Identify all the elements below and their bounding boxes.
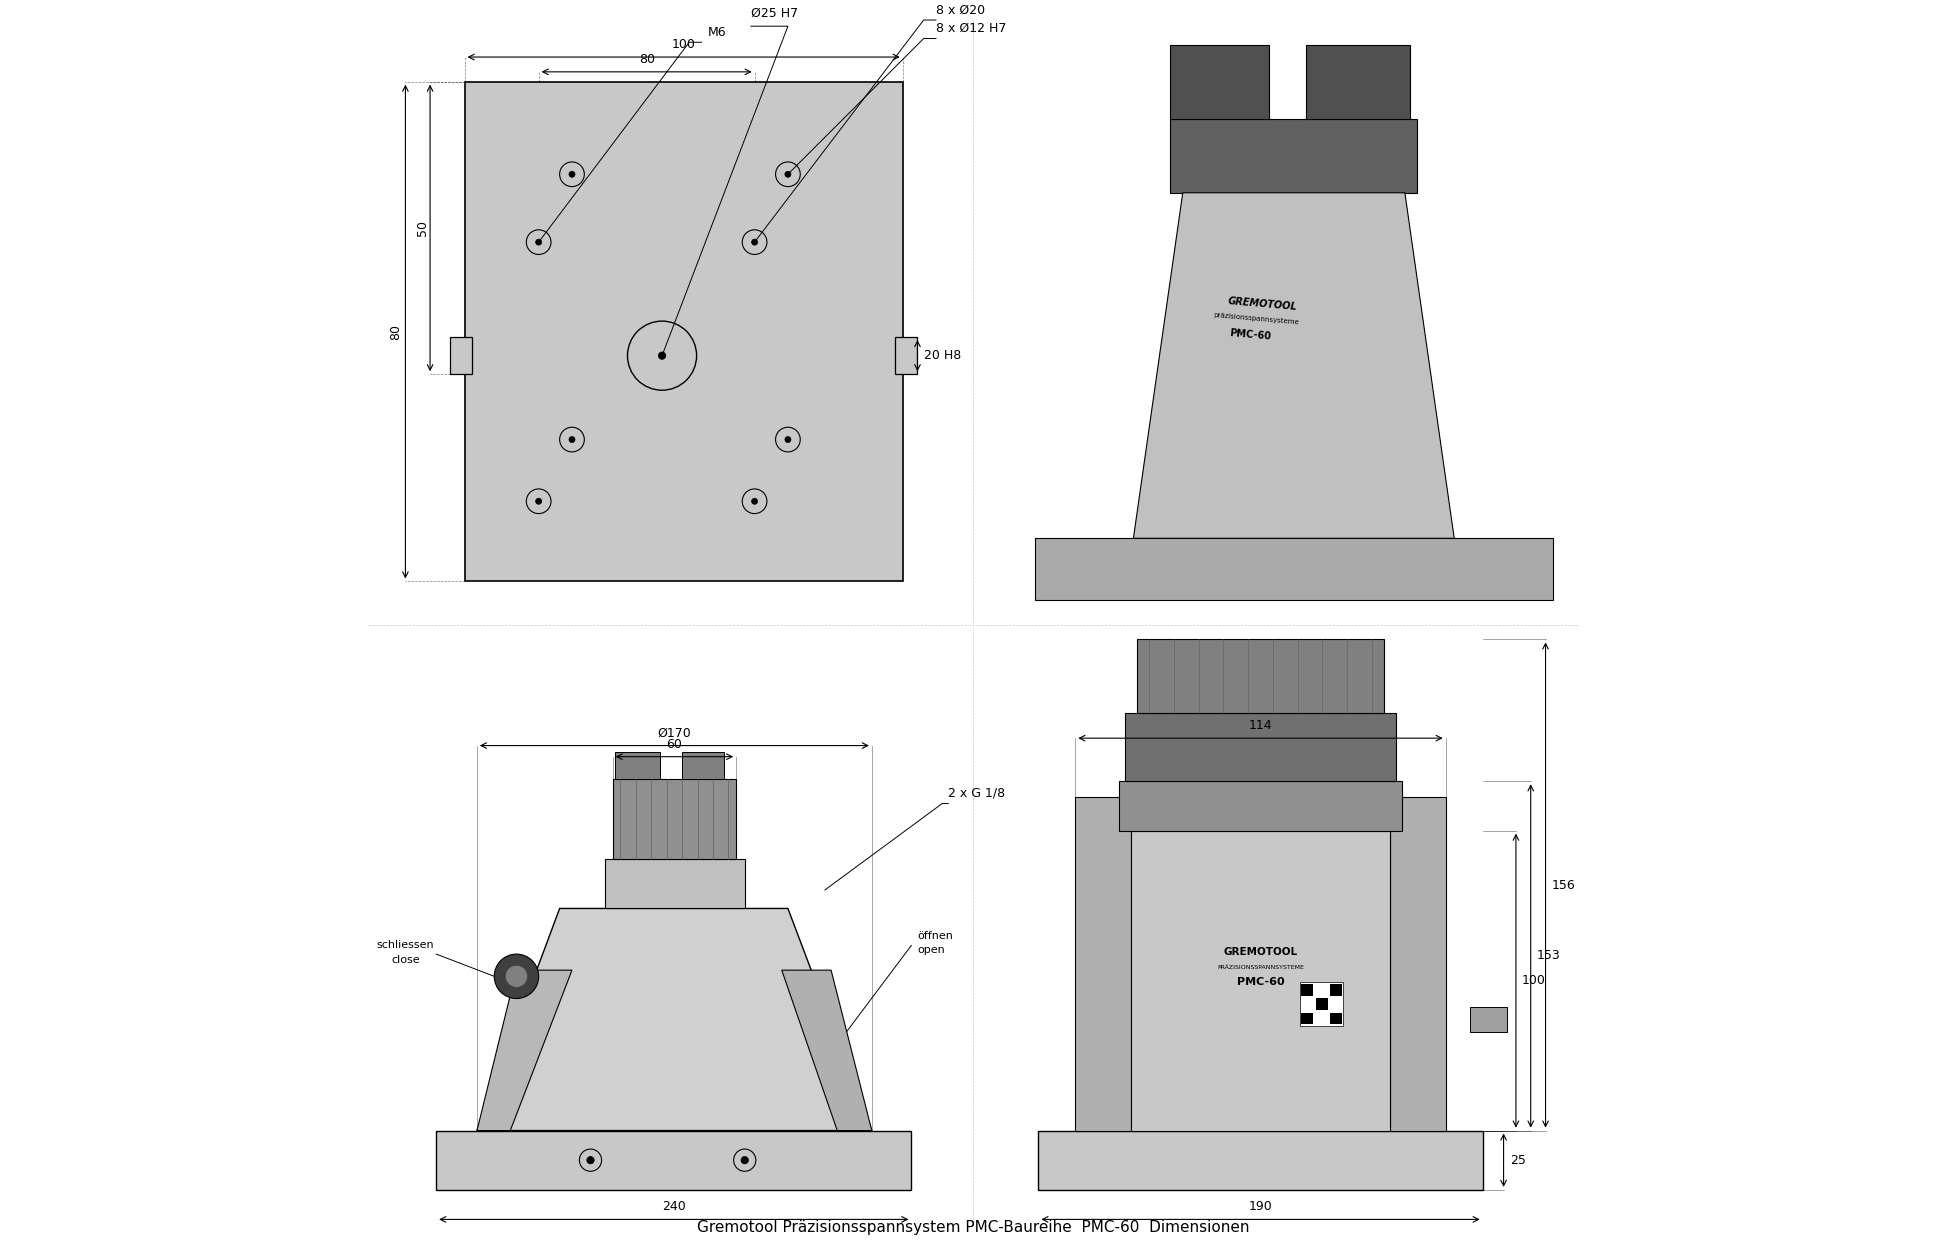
Text: open: open bbox=[917, 946, 946, 956]
Text: 100: 100 bbox=[1522, 975, 1545, 987]
Circle shape bbox=[751, 239, 757, 245]
Bar bbox=[1329, 1013, 1343, 1024]
Circle shape bbox=[494, 955, 539, 998]
Bar bbox=[681, 752, 724, 779]
Text: 190: 190 bbox=[1249, 1201, 1273, 1213]
Bar bbox=[1471, 1007, 1508, 1032]
Bar bbox=[1076, 798, 1131, 1131]
Text: 114: 114 bbox=[1249, 718, 1273, 732]
Bar bbox=[1136, 639, 1384, 713]
Bar bbox=[465, 82, 903, 582]
Circle shape bbox=[535, 498, 541, 505]
Text: GREMOTOOL: GREMOTOOL bbox=[1224, 947, 1298, 957]
Text: PMC-60: PMC-60 bbox=[1230, 328, 1273, 342]
Polygon shape bbox=[782, 970, 872, 1131]
Polygon shape bbox=[1133, 193, 1454, 538]
Bar bbox=[605, 859, 745, 909]
Text: 80: 80 bbox=[389, 323, 403, 339]
Bar bbox=[1302, 983, 1314, 996]
Bar bbox=[1306, 45, 1409, 119]
Text: 50: 50 bbox=[416, 220, 430, 236]
Text: 240: 240 bbox=[662, 1201, 685, 1213]
Circle shape bbox=[784, 436, 790, 443]
Circle shape bbox=[784, 172, 790, 178]
Circle shape bbox=[588, 1156, 594, 1163]
Text: 8 x Ø20: 8 x Ø20 bbox=[936, 4, 985, 16]
Bar bbox=[1125, 713, 1395, 782]
Bar bbox=[613, 779, 736, 859]
Bar bbox=[1170, 119, 1417, 193]
Circle shape bbox=[658, 352, 666, 359]
Bar bbox=[1300, 982, 1343, 1025]
Text: 153: 153 bbox=[1537, 950, 1561, 962]
Text: GREMOTOOL: GREMOTOOL bbox=[1228, 296, 1298, 312]
Bar bbox=[1315, 998, 1327, 1011]
Text: 80: 80 bbox=[638, 52, 654, 66]
Text: Gremotool Präzisionsspannsystem PMC-Baureihe  PMC-60  Dimensionen: Gremotool Präzisionsspannsystem PMC-Baur… bbox=[697, 1221, 1249, 1236]
Text: 60: 60 bbox=[666, 737, 683, 751]
Bar bbox=[1035, 538, 1553, 600]
Bar bbox=[895, 337, 917, 374]
Text: 25: 25 bbox=[1510, 1154, 1526, 1167]
Bar bbox=[1389, 798, 1446, 1131]
Text: 156: 156 bbox=[1551, 879, 1576, 891]
Polygon shape bbox=[477, 909, 872, 1131]
Text: M6: M6 bbox=[708, 26, 726, 39]
Circle shape bbox=[751, 498, 757, 505]
Circle shape bbox=[506, 966, 527, 987]
Bar bbox=[1302, 1013, 1314, 1024]
Text: close: close bbox=[391, 956, 420, 966]
Circle shape bbox=[568, 436, 574, 443]
Text: öffnen: öffnen bbox=[917, 931, 954, 941]
Text: 8 x Ø12 H7: 8 x Ø12 H7 bbox=[936, 22, 1006, 35]
Bar bbox=[1170, 45, 1269, 119]
Text: PRÄZISIONSSPANNSYSTEME: PRÄZISIONSSPANNSYSTEME bbox=[1216, 965, 1304, 971]
Bar bbox=[1329, 983, 1343, 996]
Circle shape bbox=[741, 1156, 749, 1163]
Text: Ø170: Ø170 bbox=[658, 726, 691, 740]
Bar bbox=[1119, 782, 1403, 830]
Circle shape bbox=[568, 172, 574, 178]
Bar bbox=[436, 1131, 911, 1190]
Circle shape bbox=[535, 239, 541, 245]
Text: 100: 100 bbox=[671, 37, 695, 51]
Text: 20 H8: 20 H8 bbox=[924, 349, 961, 362]
Bar bbox=[1039, 1131, 1483, 1190]
Bar bbox=[450, 337, 473, 374]
Text: schliessen: schliessen bbox=[378, 941, 434, 951]
Polygon shape bbox=[477, 970, 572, 1131]
Bar bbox=[615, 752, 660, 779]
Text: PMC-60: PMC-60 bbox=[1238, 977, 1284, 987]
Bar bbox=[1131, 830, 1389, 1131]
Text: 2 x G 1/8: 2 x G 1/8 bbox=[948, 787, 1006, 799]
Text: Ø25 H7: Ø25 H7 bbox=[751, 7, 798, 20]
Text: präzisionsspannsysteme: präzisionsspannsysteme bbox=[1214, 312, 1300, 326]
